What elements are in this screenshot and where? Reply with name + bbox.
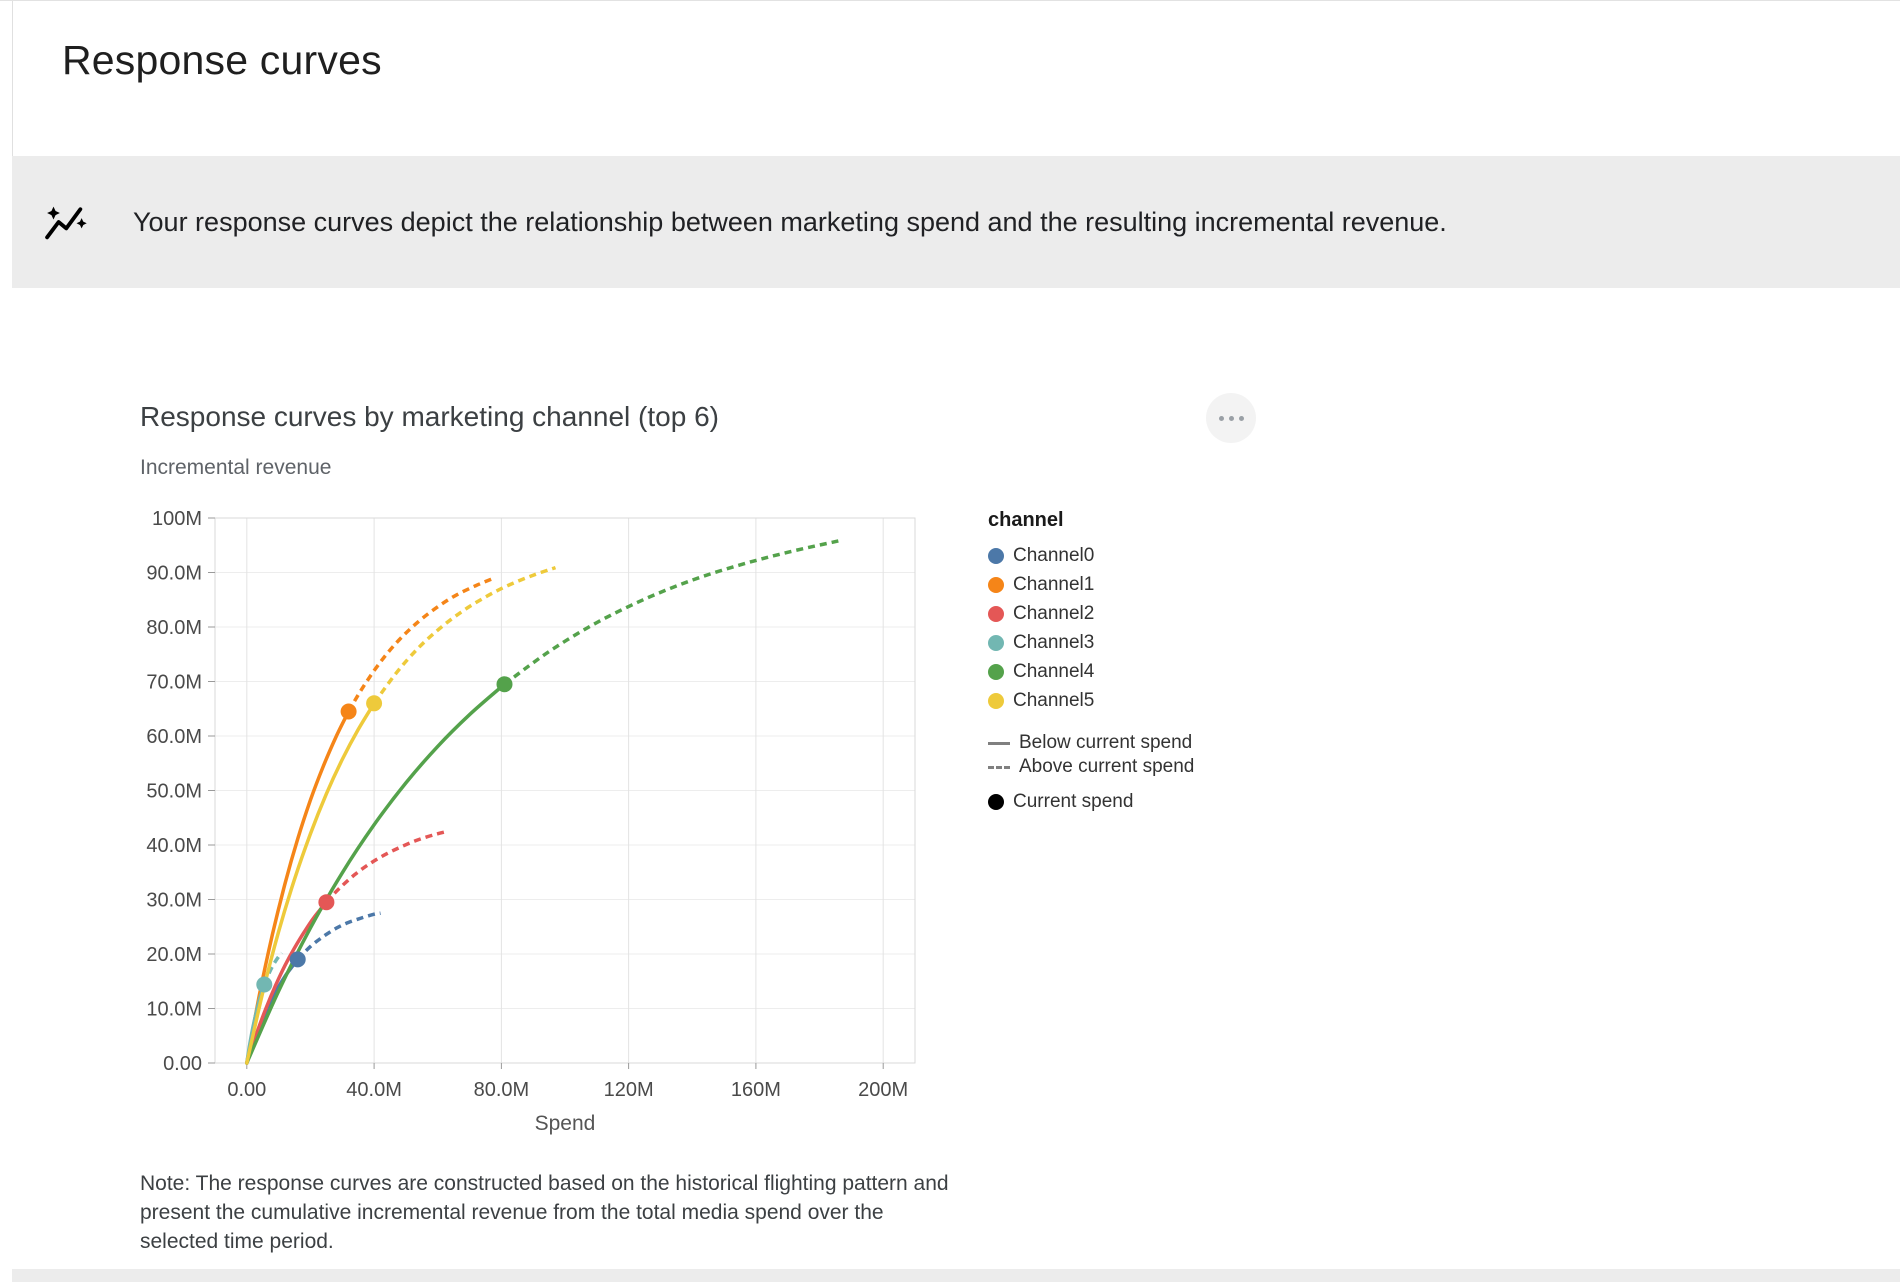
x-tick-label: 40.0M <box>346 1079 402 1101</box>
series-channel4-above-line <box>503 539 839 686</box>
current-spend-dot-channel5 <box>366 695 383 712</box>
legend-item-label: Channel5 <box>1013 689 1095 711</box>
series-channel2-above-line <box>325 829 448 904</box>
legend-swatch <box>988 692 1004 709</box>
legend-item-label: Channel2 <box>1013 602 1095 624</box>
x-tick-label: 200M <box>858 1079 908 1101</box>
left-edge-divider <box>12 1 13 156</box>
chart-note: Note: The response curves are constructe… <box>140 1172 949 1253</box>
dashed-line-swatch <box>988 765 1010 769</box>
section-divider <box>12 1269 1900 1282</box>
legend-item-label: Above current spend <box>1019 756 1195 777</box>
series-channel2-below-line <box>245 900 329 1065</box>
solid-line-swatch <box>988 741 1010 745</box>
legend-item-label: Channel4 <box>1013 660 1095 682</box>
y-tick-label: 10.0M <box>146 999 202 1021</box>
legend-swatch <box>988 663 1004 680</box>
legend-item-above-current-spend: Above current spend <box>988 755 1194 779</box>
y-tick-label: 80.0M <box>146 617 202 639</box>
legend-swatch <box>988 634 1004 651</box>
legend-swatch <box>988 576 1004 593</box>
legend-swatch <box>988 605 1004 622</box>
y-tick-label: 30.0M <box>146 890 202 912</box>
banner-text: Your response curves depict the relation… <box>133 206 1447 237</box>
y-axis-title: Incremental revenue <box>140 456 332 479</box>
menu-dot <box>1228 415 1234 421</box>
insights-icon <box>45 206 87 240</box>
legend-item-channel0: Channel0 <box>988 541 1194 570</box>
x-tick-label: 0.00 <box>227 1079 266 1101</box>
current-spend-dot-channel1 <box>340 703 357 720</box>
legend-item-label: Channel1 <box>1013 573 1095 595</box>
x-tick-label: 120M <box>604 1079 654 1101</box>
response-curves-chart[interactable]: 0.00 40.0M 80.0M 120M 160M 200M 0.00 10.0M 20.0M… <box>100 496 980 1166</box>
chart-more-options-button[interactable] <box>1206 393 1256 443</box>
current-spend-dot-channel4 <box>496 676 513 693</box>
y-tick-label: 20.0M <box>146 944 202 966</box>
x-tick-label: 80.0M <box>474 1079 530 1101</box>
current-spend-dot-channel0 <box>289 951 306 968</box>
chart-title: Response curves by marketing channel (to… <box>140 401 719 432</box>
y-tick-label: 70.0M <box>146 672 202 694</box>
y-tick-label: 60.0M <box>146 726 202 748</box>
legend-channels: Channel0 Channel1 Channel2 Channel3 Channel4… <box>988 541 1194 715</box>
legend-swatch <box>988 547 1004 564</box>
legend-item-current-spend: Current spend <box>988 790 1194 814</box>
legend-item-channel4: Channel4 <box>988 657 1194 686</box>
legend-item-channel2: Channel2 <box>988 599 1194 628</box>
menu-dot <box>1238 415 1244 421</box>
series-channel1-above-line <box>347 577 493 713</box>
series-channel5-above-line <box>372 565 557 705</box>
current-spend-dot-swatch <box>988 794 1004 810</box>
chart-legend: channel Channel0 Channel1 Channel2 Channel3… <box>988 509 1194 814</box>
legend-item-channel3: Channel3 <box>988 628 1194 657</box>
page-title: Response curves <box>62 37 382 83</box>
legend-item-below-current-spend: Below current spend <box>988 731 1194 755</box>
legend-item-channel5: Channel5 <box>988 686 1194 715</box>
legend-title: channel <box>988 509 1064 531</box>
y-tick-label: 50.0M <box>146 781 202 803</box>
y-tick-label: 90.0M <box>146 563 202 585</box>
menu-dot <box>1218 415 1224 421</box>
x-tick-label: 160M <box>731 1079 781 1101</box>
x-axis-title: Spend <box>535 1112 596 1135</box>
legend-item-label: Current spend <box>1013 791 1134 812</box>
series-channel4-below-line <box>245 682 507 1065</box>
y-tick-label: 0.00 <box>163 1053 202 1075</box>
legend-line-styles: Below current spend Above current spend … <box>988 731 1194 814</box>
legend-item-label: Channel3 <box>1013 631 1095 653</box>
y-tick-label: 100M <box>152 508 202 530</box>
legend-item-label: Below current spend <box>1019 732 1193 753</box>
series-channel0-above-line <box>296 911 381 961</box>
info-banner: Your response curves depict the relation… <box>12 156 1900 288</box>
legend-item-label: Channel0 <box>1013 544 1095 566</box>
current-spend-dot-channel2 <box>318 894 335 911</box>
y-tick-label: 40.0M <box>146 835 202 857</box>
more-horiz-icon <box>1218 415 1244 421</box>
legend-item-channel1: Channel1 <box>988 570 1194 599</box>
current-spend-dot-channel3 <box>256 976 273 993</box>
